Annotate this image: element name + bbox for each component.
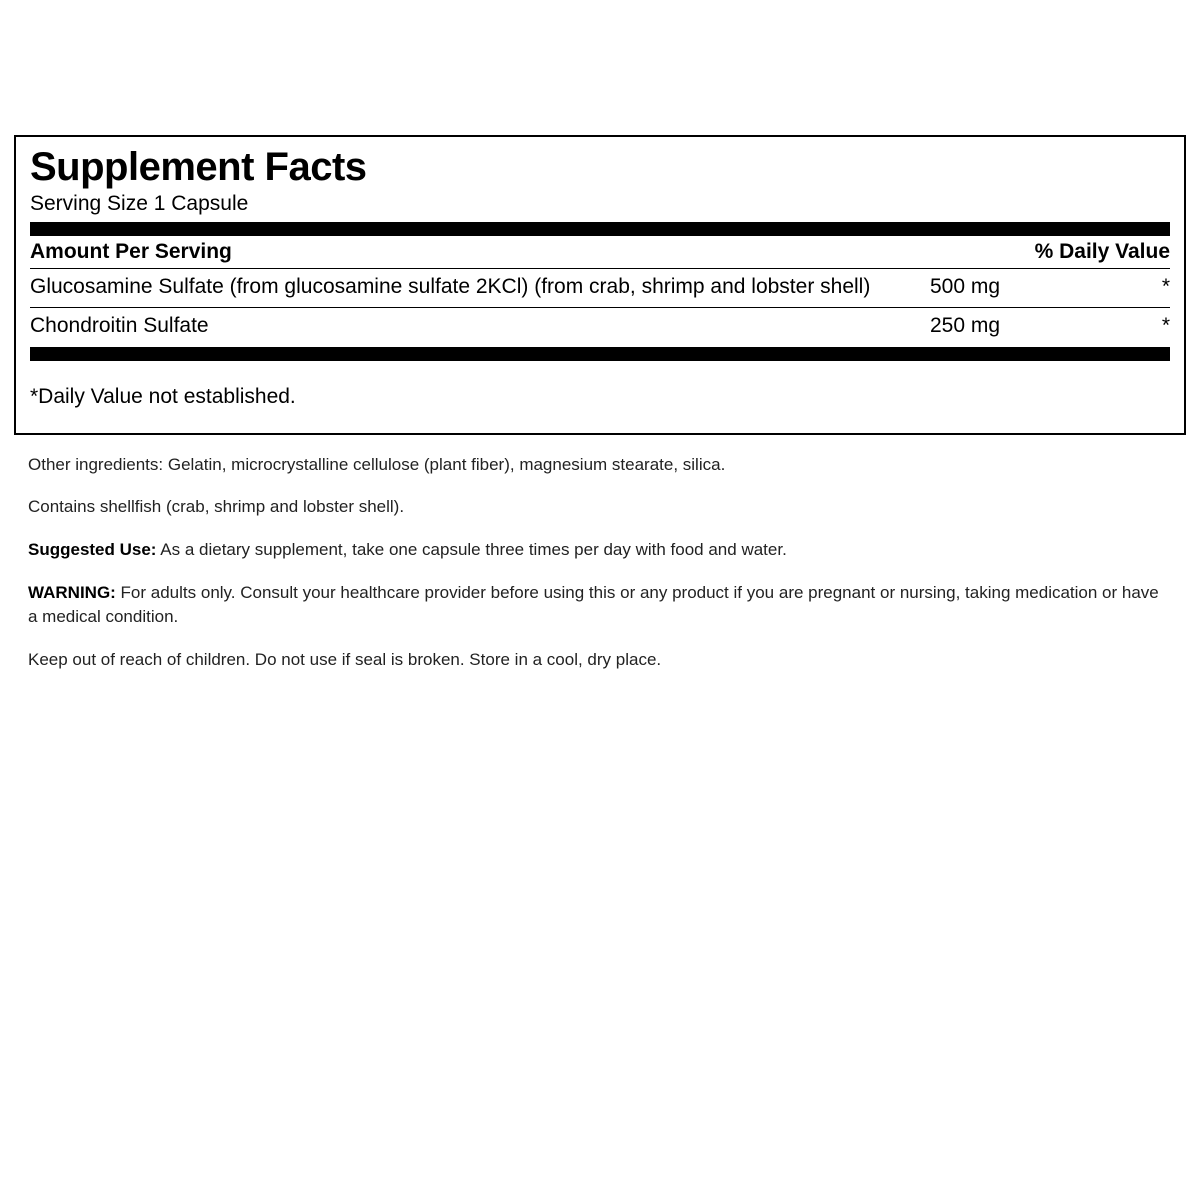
divider-thick-top: [30, 222, 1170, 236]
header-amount-per-serving: Amount Per Serving: [30, 240, 232, 264]
header-daily-value: % Daily Value: [1035, 240, 1170, 264]
divider-thick-bottom: [30, 347, 1170, 361]
ingredient-name: Chondroitin Sulfate: [30, 312, 920, 340]
storage-note: Keep out of reach of children. Do not us…: [28, 648, 1172, 673]
warning-text: For adults only. Consult your healthcare…: [28, 583, 1159, 627]
notes-section: Other ingredients: Gelatin, microcrystal…: [14, 435, 1186, 673]
panel-title: Supplement Facts: [30, 145, 1170, 190]
ingredient-row: Glucosamine Sulfate (from glucosamine su…: [30, 269, 1170, 308]
ingredient-daily-value: *: [1110, 273, 1170, 301]
ingredient-amount: 500 mg: [930, 273, 1100, 301]
other-ingredients: Other ingredients: Gelatin, microcrystal…: [28, 453, 1172, 478]
ingredient-amount: 250 mg: [930, 312, 1100, 340]
column-header-row: Amount Per Serving % Daily Value: [30, 238, 1170, 269]
suggested-use: Suggested Use: As a dietary supplement, …: [28, 538, 1172, 563]
suggested-use-label: Suggested Use:: [28, 540, 156, 559]
ingredient-name: Glucosamine Sulfate (from glucosamine su…: [30, 273, 920, 301]
ingredient-row: Chondroitin Sulfate 250 mg *: [30, 308, 1170, 346]
serving-size: Serving Size 1 Capsule: [30, 192, 1170, 216]
supplement-facts-panel: Supplement Facts Serving Size 1 Capsule …: [14, 135, 1186, 435]
contains-allergen: Contains shellfish (crab, shrimp and lob…: [28, 495, 1172, 520]
ingredient-daily-value: *: [1110, 312, 1170, 340]
warning-label: WARNING:: [28, 583, 116, 602]
suggested-use-text: As a dietary supplement, take one capsul…: [156, 540, 786, 559]
warning: WARNING: For adults only. Consult your h…: [28, 581, 1172, 630]
daily-value-footnote: *Daily Value not established.: [30, 363, 1170, 419]
